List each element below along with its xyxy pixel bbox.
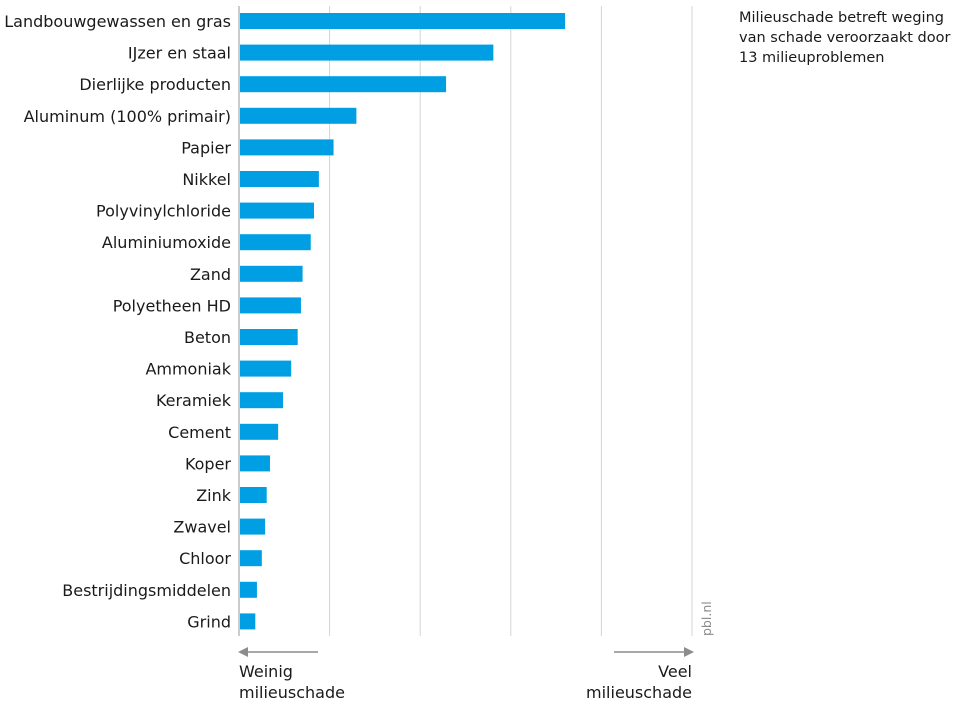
gridlines [329,6,693,636]
axis-label-right: Veel [658,662,692,681]
bar [240,329,298,345]
category-label: Nikkel [182,170,231,189]
category-label: Bestrijdingsmiddelen [62,581,231,600]
category-label: Grind [187,612,231,631]
bar [240,297,301,314]
category-label: Aluminum (100% primair) [24,107,231,126]
category-label: Zwavel [173,518,231,537]
bar [240,107,357,124]
bar [240,423,279,440]
bar [240,613,256,630]
bars [240,13,566,630]
category-label: Ammoniak [145,360,231,379]
category-label: Beton [184,328,231,347]
axis-label-left: Weinig [239,662,293,681]
axis-label-left-line2: milieuschade [239,683,345,702]
category-label: Landbouwgewassen en gras [4,12,231,31]
bar [240,171,319,187]
category-label: Polyetheen HD [113,296,231,315]
source-label: pbl.nl [699,601,714,636]
bar [240,202,314,219]
left-arrow [238,647,318,657]
category-label: Zand [190,265,231,284]
bar [240,13,566,29]
bar [240,44,494,61]
bar [240,392,284,409]
category-label: Cement [168,423,231,442]
bar [240,487,267,503]
bar [240,76,447,93]
chart-note: Milieuschade betreft weging van schade v… [739,10,951,66]
category-label: Zink [196,486,232,505]
category-label: Papier [181,138,231,157]
bar [240,455,270,472]
bar [240,265,303,282]
bar [240,360,292,377]
category-label: IJzer en staal [128,44,231,63]
bar [240,234,311,251]
right-arrow [614,647,694,657]
category-label: Koper [185,454,231,473]
category-label: Dierlijke producten [79,75,231,94]
bar [240,139,334,156]
category-label: Aluminiumoxide [102,233,231,252]
category-labels: Landbouwgewassen en gras IJzer en staal Di… [4,12,232,631]
bar [240,581,257,598]
bar [240,518,266,535]
category-label: Keramiek [156,391,232,410]
bar [240,550,262,567]
axis-label-right-line2: milieuschade [586,683,692,702]
category-label: Chloor [179,549,231,568]
category-label: Polyvinylchloride [96,202,231,221]
